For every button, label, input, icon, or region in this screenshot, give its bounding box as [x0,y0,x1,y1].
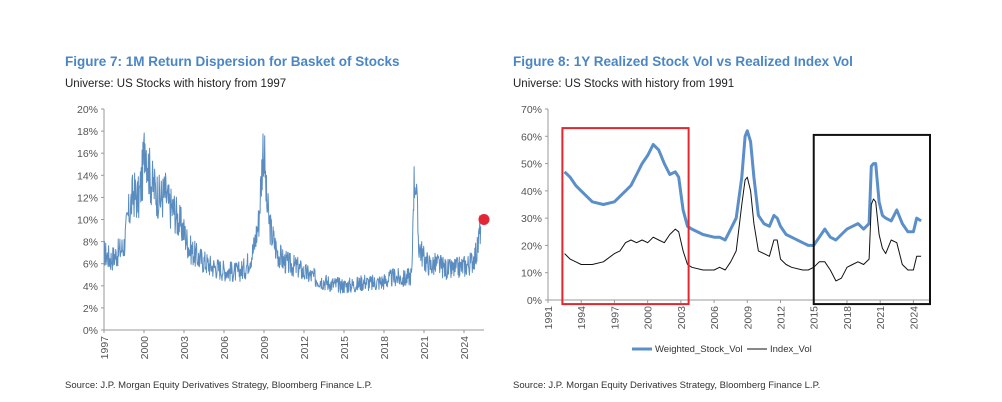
x-tick-label: 2021 [419,336,431,360]
x-tick-label: 2003 [676,306,688,330]
x-tick-label: 2015 [339,336,351,360]
highlight-box-red [561,127,690,306]
figure-8-panel: Figure 8: 1Y Realized Stock Vol vs Reali… [500,0,1002,402]
y-tick-label: 10% [77,215,98,227]
x-tick-label: 2012 [299,336,311,360]
figure-8-subtitle: Universe: US Stocks with history from 19… [513,78,735,90]
y-tick-label: 4% [83,281,98,293]
x-tick-label: 2018 [842,306,854,330]
series-line-dispersion [103,132,482,294]
x-tick-label: 2012 [776,306,788,330]
x-tick-label: 1994 [576,306,588,330]
x-tick-label: 2006 [219,336,231,360]
y-tick-label: 0% [83,325,98,337]
y-tick-label: 30% [521,213,542,225]
y-tick-label: 70% [521,104,542,116]
y-tick-label: 40% [521,186,542,198]
y-tick-label: 12% [77,192,98,204]
y-tick-label: 2% [83,303,98,315]
y-tick-label: 20% [77,104,98,116]
y-tick-label: 0% [527,295,542,307]
figure-8-chart: 0% 10% 20% 30% 40% 50% 60% 70% 1991 1994 1997 2000 2… [521,104,932,355]
y-tick-label: 14% [77,170,98,182]
x-tick-label: 2000 [139,336,151,360]
y-tick-label: 10% [521,268,542,280]
figure-7-subtitle: Universe: US Stocks with history from 19… [65,78,287,90]
figure-7-panel: Figure 7: 1M Return Dispersion for Baske… [0,0,500,402]
x-tick-label: 1991 [543,306,555,330]
figure-7-source: Source: J.P. Morgan Equity Derivatives S… [65,380,373,391]
x-tick-label: 1997 [609,306,621,330]
series-line-weighted_stock_vol [563,129,922,247]
x-tick-label: 2018 [379,336,391,360]
y-tick-label: 6% [83,259,98,271]
y-tick-label: 18% [77,126,98,138]
x-tick-label: 2009 [742,306,754,330]
x-tick-label: 2024 [459,336,471,360]
latest-value-marker [478,214,490,225]
x-tick-label: 2000 [643,306,655,330]
x-tick-label: 2009 [259,336,271,360]
series-line-index_vol [564,176,922,282]
y-tick-label: 20% [521,240,542,252]
legend: Weighted_Stock_Vol Index_Vol [632,344,812,355]
x-tick-label: 2003 [179,336,191,360]
figure-8-source: Source: J.P. Morgan Equity Derivatives S… [513,380,821,391]
x-tick-label: 2021 [875,306,887,330]
highlight-box-black [812,133,932,306]
y-tick-label: 60% [521,131,542,143]
y-tick-label: 50% [521,159,542,171]
x-tick-label: 1997 [99,336,111,360]
x-tick-label: 2015 [809,306,821,330]
x-tick-label: 2024 [908,306,920,330]
x-tick-label: 2006 [709,306,721,330]
legend-label-index: Index_Vol [770,344,812,355]
legend-label-stock: Weighted_Stock_Vol [655,344,743,355]
figure-7-chart: 0% 2% 4% 6% 8% 10% 12% 14% 16% 18% 20% 1997 2000 2003… [77,104,490,360]
figure-7-title: Figure 7: 1M Return Dispersion for Baske… [65,54,400,69]
y-tick-label: 8% [83,237,98,249]
y-tick-label: 16% [77,148,98,160]
figure-8-title: Figure 8: 1Y Realized Stock Vol vs Reali… [513,54,853,69]
